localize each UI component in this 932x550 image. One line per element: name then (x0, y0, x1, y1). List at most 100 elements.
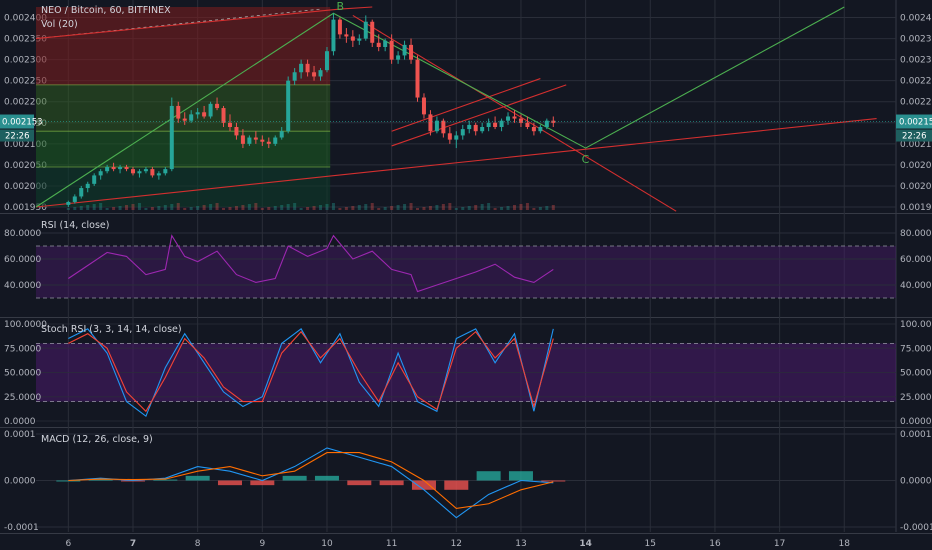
rsi-tick-label-right: 60.0000 (900, 255, 932, 265)
volume-bar (66, 208, 70, 210)
price-tick-label-left: 0.002050 (4, 161, 47, 171)
price-tick-label-left: 0.002400 (4, 14, 47, 24)
candle-body (544, 120, 549, 127)
volume-bar (377, 208, 381, 210)
volume-bar (222, 208, 226, 210)
candle-body (441, 120, 446, 134)
candle-body (260, 139, 265, 142)
candle-body (92, 175, 97, 184)
volume-bar (364, 204, 368, 210)
volume-bar (500, 207, 504, 210)
last-price-tag-left (0, 114, 34, 129)
candle-body (493, 122, 498, 127)
candle-body (538, 127, 543, 132)
macd-histogram-bar (379, 480, 404, 486)
volume-bar (441, 204, 445, 210)
candle-body (318, 70, 323, 77)
volume-bar (299, 208, 303, 210)
volume-bar (247, 204, 251, 210)
countdown-tag-right (896, 129, 932, 142)
trendline-top-b (339, 6, 373, 10)
volume-bar (512, 205, 516, 210)
countdown-value-right: 22:26 (902, 132, 927, 142)
time-tick-label: 11 (386, 539, 397, 549)
candle-body (105, 167, 110, 172)
volume-bar (403, 204, 407, 210)
candle-body (266, 141, 271, 144)
stoch-title: Stoch RSI (3, 3, 14, 14, close) (41, 324, 182, 335)
volume-bar (157, 206, 161, 210)
time-tick-label: 15 (645, 539, 656, 549)
candle-body (337, 19, 342, 35)
volume-bar (370, 203, 374, 210)
stoch-rsi-pane: 100.0000 100.0000 75.0000 75.0000 50.0000 50.… (4, 320, 932, 427)
stoch-tick-label-right: 0.0000 (900, 417, 932, 427)
time-tick-label: 13 (515, 539, 526, 549)
candle-body (143, 169, 148, 172)
candle-body (370, 21, 375, 43)
volume-bar (351, 206, 355, 210)
volume-bar (280, 205, 284, 210)
wave-label-c: C (582, 153, 590, 166)
wave-label-b: B (336, 0, 344, 13)
volume-bar (196, 206, 200, 210)
candle-body (344, 34, 349, 37)
volume-bar (506, 206, 510, 210)
volume-bar (487, 203, 491, 210)
candle-body (415, 59, 420, 98)
stoch-tick-label-right: 75.0000 (900, 344, 932, 354)
macd-histogram-bar (444, 480, 469, 490)
price-tick-label-right: 0.002050 (900, 161, 932, 171)
candle-body (111, 167, 116, 170)
elliott-wave-path (35, 6, 845, 208)
stoch-tick-label-left: 75.0000 (4, 344, 41, 354)
volume-bar (215, 203, 219, 210)
macd-histogram-bar (314, 475, 339, 481)
time-tick-label: 8 (195, 539, 201, 549)
chart-title: NEO / Bitcoin, 60, BITFINEX (41, 5, 171, 16)
volume-bar (325, 204, 329, 210)
price-tick-label-left: 0.001950 (4, 203, 47, 213)
candle-body (240, 135, 245, 144)
candle-body (202, 112, 207, 117)
stoch-tick-label-left: 25.0000 (4, 393, 41, 403)
candle-body (473, 124, 478, 132)
volume-bar (532, 208, 536, 210)
volume-bar (254, 203, 258, 210)
candle-body (396, 55, 401, 60)
volume-bar (105, 208, 109, 210)
volume-bar (319, 205, 323, 210)
volume-bar (435, 205, 439, 210)
candle-body (215, 103, 220, 109)
price-tick-label-left: 0.002200 (4, 98, 47, 108)
macd-histogram-bar (347, 480, 372, 486)
stoch-tick-label-left: 100.0000 (4, 320, 47, 330)
rsi-tick-label-right: 40.0000 (900, 281, 932, 291)
volume-bar (538, 207, 542, 210)
candle-body (137, 171, 142, 174)
volume-bar (125, 205, 129, 210)
rsi-tick-label-left: 80.0000 (4, 229, 41, 239)
candle-body (150, 169, 155, 176)
time-tick-label: 12 (451, 539, 462, 549)
countdown-tag-left (0, 129, 34, 142)
candle-body (506, 116, 511, 121)
candle-body (299, 63, 304, 73)
volume-bar (480, 204, 484, 210)
volume-bar (286, 204, 290, 210)
macd-histogram-bar (411, 480, 436, 490)
candle-body (428, 114, 433, 132)
last-price-value-left: 0.002153 (2, 118, 43, 128)
candle-body (376, 42, 381, 47)
candle-body (156, 173, 161, 176)
volume-bar (150, 207, 154, 210)
stoch-tick-label-right: 50.0000 (900, 369, 932, 379)
price-tick-label-right: 0.002300 (900, 56, 932, 66)
fib-band-red (36, 7, 331, 85)
stoch-tick-label-left: 50.0000 (4, 369, 41, 379)
time-axis: 6 7 8 9 10 11 12 13 14 15 16 17 18 (65, 539, 850, 549)
candle-body (66, 201, 71, 205)
price-pane: 0.002400 0.002400 0.002350 0.002350 0.002300… (0, 0, 932, 213)
candle-body (480, 127, 485, 132)
